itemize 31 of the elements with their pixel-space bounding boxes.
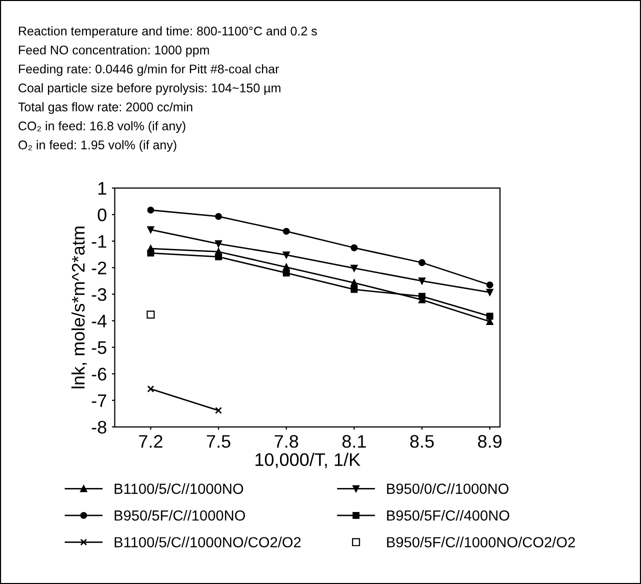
text: Reaction temperature and time: 800-1100°C and 0.2 s <box>18 26 317 38</box>
x-tick-label: 8.9 <box>478 435 502 448</box>
text: Coal particle size before pyrolysis: 104~150 µm <box>18 83 280 95</box>
y-tick-label: -7 <box>92 394 106 407</box>
x-tick-label: 8.1 <box>342 435 366 448</box>
y-tick-label: -5 <box>92 341 106 354</box>
x-tick-label: 7.2 <box>139 435 162 448</box>
x-tick-label: 7.8 <box>274 435 298 448</box>
y-tick-label: 1 <box>98 182 106 195</box>
legend-label: B1100/5/C//1000NO/CO2/O2 <box>114 536 301 548</box>
text: O₂ in feed: 1.95 vol% (if any) <box>18 140 176 152</box>
legend-label: B950/5F/C//400NO <box>387 510 510 521</box>
y-tick-label: -3 <box>92 288 106 301</box>
y-tick-label: -2 <box>92 262 106 274</box>
y-tick-label: -8 <box>92 420 106 434</box>
x-tick-label: 7.5 <box>206 435 230 448</box>
y-tick-label: -6 <box>92 368 106 381</box>
legend-label: B950/5F/C//1000NO/CO2/O2 <box>387 536 575 548</box>
x-tick-label: 8.5 <box>410 435 434 448</box>
y-tick-label: -1 <box>92 235 106 248</box>
x-axis-title: 10,000/T, 1/K <box>256 452 360 468</box>
legend-label: B950/0/C//1000NO <box>387 483 508 494</box>
y-tick-label: 0 <box>98 208 106 222</box>
text: CO₂ in feed: 16.8 vol% (if any) <box>18 121 186 133</box>
text: Total gas flow rate: 2000 cc/min <box>18 102 192 114</box>
y-tick-label: -4 <box>92 314 107 328</box>
y-axis-title: lnk, mole/s*m^2*atm <box>71 226 87 388</box>
text: Feeding rate: 0.0446 g/min for Pitt #8-coal char <box>18 64 279 76</box>
legend-label: B950/5F/C//1000NO <box>114 510 245 521</box>
text: Feed NO concentration: 1000 ppm <box>18 45 209 57</box>
legend-label: B1100/5/C//1000NO <box>114 483 244 494</box>
